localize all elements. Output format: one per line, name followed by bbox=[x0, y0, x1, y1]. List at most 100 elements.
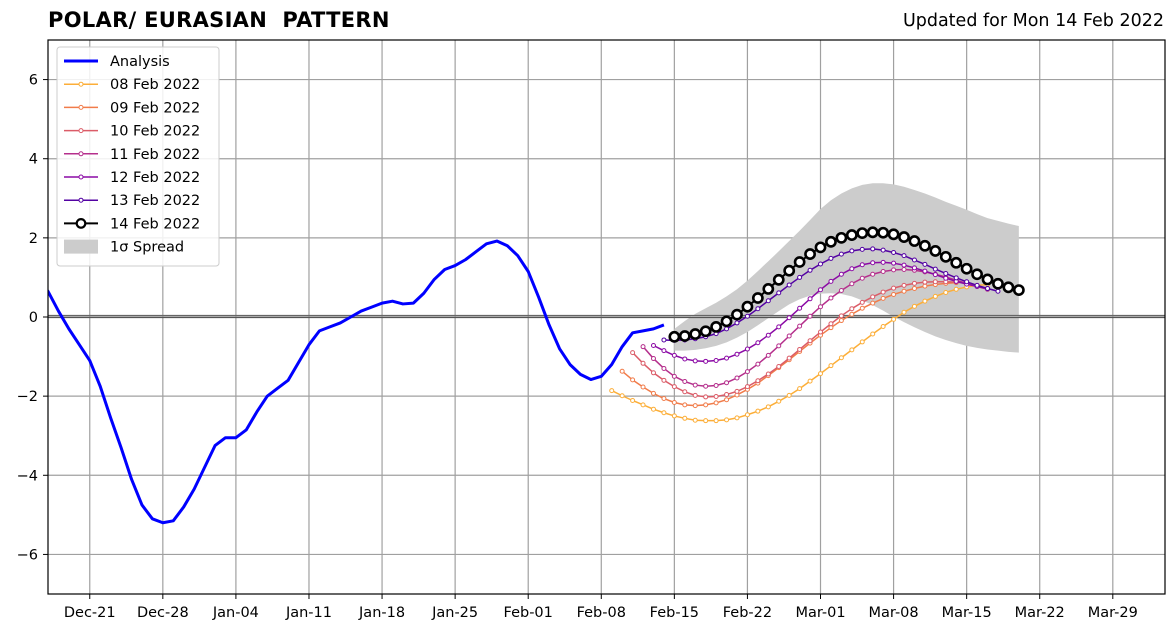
y-tick-label: 0 bbox=[29, 310, 38, 326]
chart-title: POLAR/ EURASIAN PATTERN bbox=[48, 8, 390, 32]
forecast-point bbox=[786, 315, 792, 321]
forecast-point bbox=[807, 338, 813, 344]
forecast-point bbox=[911, 280, 917, 286]
forecast-point bbox=[870, 246, 876, 252]
forecast-point bbox=[870, 300, 876, 306]
forecast-point bbox=[724, 355, 730, 361]
forecast-point bbox=[849, 306, 855, 312]
forecast-point bbox=[703, 418, 709, 424]
forecast-point bbox=[797, 346, 803, 352]
forecast-point bbox=[661, 348, 667, 354]
forecast-point bbox=[724, 417, 730, 423]
forecast-point bbox=[724, 392, 730, 398]
forecast-point bbox=[880, 323, 886, 329]
forecast-point bbox=[880, 247, 886, 253]
forecast-point bbox=[744, 313, 750, 319]
forecast-point bbox=[974, 282, 980, 288]
forecast-point bbox=[838, 355, 844, 361]
forecast-point bbox=[703, 394, 709, 400]
forecast-point bbox=[744, 412, 750, 418]
forecast-point bbox=[807, 296, 813, 302]
current-forecast-point bbox=[1002, 281, 1015, 294]
forecast-point bbox=[818, 329, 824, 335]
legend-handle-marker bbox=[78, 197, 84, 203]
current-forecast-point bbox=[678, 330, 691, 342]
forecast-point bbox=[703, 358, 709, 364]
legend-label: 13 Feb 2022 bbox=[110, 193, 200, 209]
forecast-point bbox=[943, 289, 949, 295]
legend: Analysis 08 Feb 2022 09 Feb 2022 10 Feb 202… bbox=[56, 46, 220, 267]
forecast-point bbox=[765, 352, 771, 358]
current-forecast-point bbox=[856, 227, 869, 240]
current-forecast-point bbox=[772, 273, 785, 286]
forecast-point bbox=[713, 394, 719, 400]
current-forecast-point bbox=[689, 328, 702, 340]
y-tick-label: 4 bbox=[29, 152, 38, 168]
forecast-point bbox=[859, 305, 865, 311]
legend-box bbox=[56, 46, 220, 267]
forecast-point bbox=[911, 286, 917, 292]
current-forecast-point bbox=[814, 241, 827, 254]
forecast-point bbox=[828, 321, 834, 327]
forecast-point bbox=[807, 267, 813, 273]
forecast-point bbox=[922, 268, 928, 274]
x-tick-label: Jan-04 bbox=[212, 605, 259, 621]
forecast-point bbox=[891, 316, 897, 322]
forecast-point bbox=[765, 332, 771, 338]
current-forecast-point bbox=[960, 262, 973, 275]
current-forecast-point bbox=[898, 231, 910, 243]
forecast-point bbox=[797, 274, 803, 280]
x-tick-label: Feb-01 bbox=[504, 605, 553, 621]
forecast-point bbox=[901, 253, 907, 259]
forecast-point bbox=[880, 295, 886, 301]
current-forecast-point bbox=[845, 229, 858, 241]
forecast-point bbox=[650, 370, 656, 376]
forecast-point bbox=[671, 384, 677, 390]
x-tick-label: Dec-21 bbox=[64, 605, 116, 621]
current-forecast-point bbox=[710, 320, 723, 333]
forecast-point bbox=[932, 266, 938, 272]
forecast-point bbox=[661, 365, 667, 371]
forecast-point bbox=[922, 283, 928, 289]
y-tick-label: 2 bbox=[29, 231, 38, 247]
current-forecast-point bbox=[762, 283, 775, 295]
forecast-point bbox=[776, 398, 782, 404]
spread-area bbox=[674, 183, 1019, 353]
forecast-point bbox=[828, 325, 834, 331]
forecast-point bbox=[734, 388, 740, 394]
forecast-point bbox=[818, 287, 824, 293]
forecast-point bbox=[880, 259, 886, 265]
forecast-point bbox=[922, 261, 928, 267]
legend-handle-marker bbox=[78, 151, 84, 157]
current-forecast-point bbox=[835, 231, 848, 244]
current-forecast-point bbox=[939, 250, 952, 263]
forecast-point bbox=[755, 361, 761, 367]
x-tick-label: Jan-18 bbox=[358, 605, 405, 621]
forecast-point bbox=[891, 249, 897, 255]
forecast-point bbox=[818, 261, 824, 267]
forecast-point bbox=[713, 400, 719, 406]
y-tick-label: 6 bbox=[29, 73, 38, 89]
forecast-point bbox=[859, 246, 865, 252]
y-tick-label: −4 bbox=[17, 468, 38, 484]
forecast-point bbox=[682, 415, 688, 421]
forecast-point bbox=[776, 290, 782, 296]
forecast-point bbox=[786, 392, 792, 398]
forecast-point bbox=[692, 392, 698, 398]
forecast-point bbox=[650, 356, 656, 362]
forecast-point bbox=[985, 286, 991, 292]
forecast-point bbox=[650, 342, 656, 348]
zero-line bbox=[48, 314, 1165, 319]
forecast-point bbox=[953, 286, 959, 292]
forecast-point bbox=[755, 378, 761, 384]
forecast-point bbox=[744, 384, 750, 390]
forecast-point bbox=[671, 352, 677, 358]
current-forecast-point bbox=[720, 315, 733, 328]
forecast-point bbox=[807, 378, 813, 384]
forecast-point bbox=[682, 389, 688, 395]
forecast-point bbox=[797, 323, 803, 329]
current-forecast-point bbox=[668, 330, 681, 343]
current-forecast-point bbox=[751, 292, 764, 304]
forecast-point bbox=[661, 377, 667, 383]
forecast-point bbox=[901, 309, 907, 315]
